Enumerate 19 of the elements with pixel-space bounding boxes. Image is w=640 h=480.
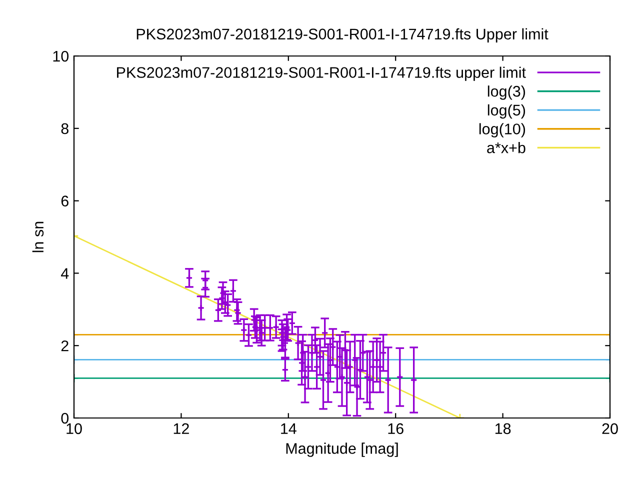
y-axis-title: ln sn [32,222,44,252]
legend-label: PKS2023m07-20181219-S001-R001-I-174719.fts upper limit [117,66,526,81]
legend-label: log(3) [488,86,526,100]
x-axis-title: Magnitude [mag] [286,442,398,457]
x-tick-label: 18 [495,423,511,434]
y-tick-label: 4 [60,268,69,279]
chart-title: PKS2023m07-20181219-S001-R001-I-174719.fts Upper limit [136,28,548,43]
x-tick-label: 14 [281,423,296,434]
legend-label: log(10) [479,123,526,138]
y-tick-label: 10 [53,50,69,62]
x-tick-label: 20 [602,423,618,434]
legend-label: log(5) [488,104,526,119]
y-tick-label: 6 [61,196,68,206]
legend-label: a*x+b [487,142,526,154]
y-tick-label: 2 [61,340,68,352]
y-tick-label: 0 [61,412,69,424]
x-tick-label: 16 [388,423,404,434]
x-tick-label: 12 [174,423,189,434]
y-tick-label: 8 [61,123,68,134]
